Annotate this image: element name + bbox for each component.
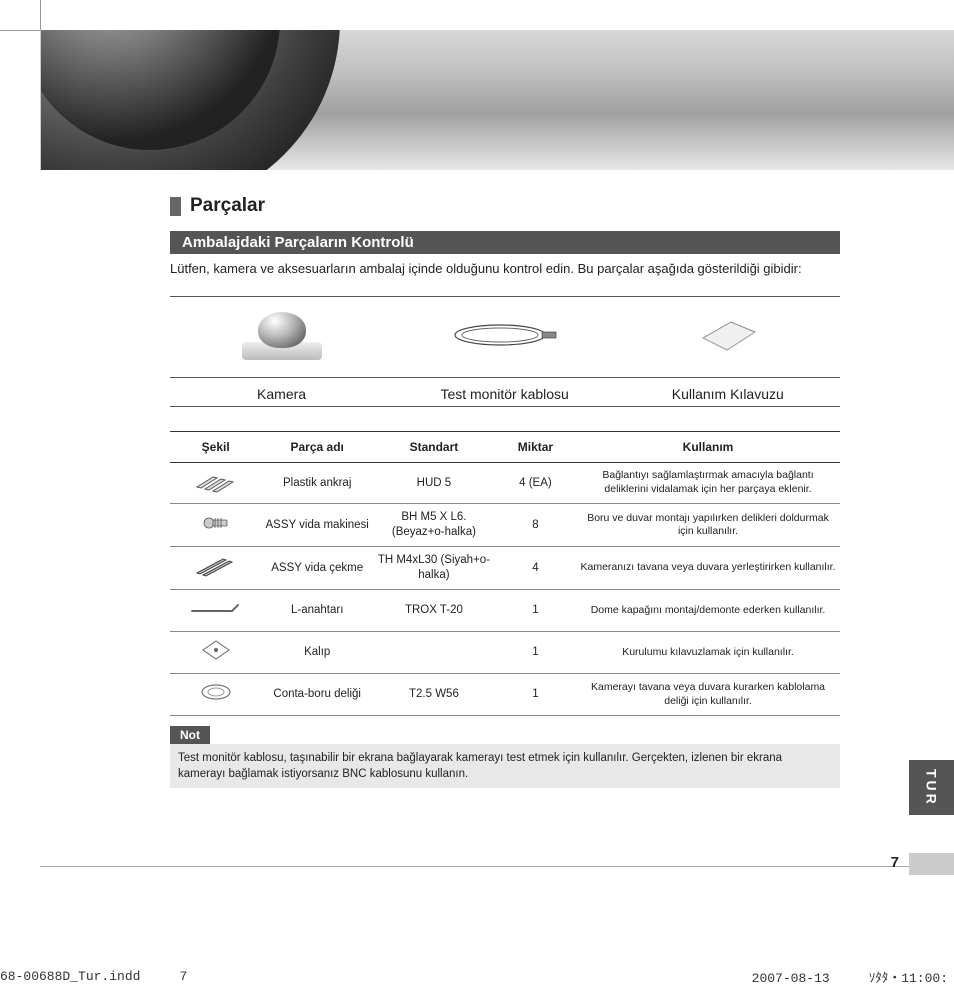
cell-name: L-anahtarı [261, 590, 373, 632]
package-item-camera [170, 300, 393, 370]
col-partname: Parça adı [261, 431, 373, 462]
section-title-text: Parçalar [190, 195, 265, 217]
package-item-manual [616, 300, 839, 370]
package-label-cable: Test monitör kablosu [393, 386, 616, 402]
footer-left: 68-00688D_Tur.indd 7 [0, 969, 187, 984]
footer-date: 2007-08-13 [752, 971, 830, 986]
page-divider-line [40, 866, 954, 867]
cell-std: T2.5 W56 [373, 674, 495, 716]
cell-qty: 8 [495, 504, 576, 547]
shape-icon [170, 504, 261, 547]
shape-icon [170, 590, 261, 632]
language-tab: TUR [909, 760, 954, 815]
footer-filename: 68-00688D_Tur.indd [0, 969, 140, 984]
package-item-cable [393, 300, 616, 370]
cell-qty: 4 [495, 547, 576, 590]
footer: 68-00688D_Tur.indd 7 2007-08-13 ｿﾀﾀ・11:0… [0, 966, 954, 986]
cell-usage: Bağlantıyı sağlamlaştırmak amacıyla bağl… [576, 462, 840, 504]
col-standard: Standart [373, 431, 495, 462]
intro-text: Lütfen, kamera ve aksesuarların ambalaj … [170, 260, 840, 278]
page-content: Parçalar Ambalajdaki Parçaların Kontrolü… [170, 195, 840, 788]
package-images-row [170, 296, 840, 378]
package-label-camera: Kamera [170, 386, 393, 402]
cell-name: ASSY vida çekme [261, 547, 373, 590]
table-row: L-anahtarı TROX T-20 1 Dome kapağını mon… [170, 590, 840, 632]
cell-std: BH M5 X L6. (Beyaz+o-halka) [373, 504, 495, 547]
cell-std: TH M4xL30 (Siyah+o-halka) [373, 547, 495, 590]
col-usage: Kullanım [576, 431, 840, 462]
note-box: Test monitör kablosu, taşınabilir bir ek… [170, 744, 840, 788]
table-row: Kalıp 1 Kurulumu kılavuzlamak için kulla… [170, 632, 840, 674]
page-number-bar [909, 853, 954, 875]
cell-name: Plastik ankraj [261, 462, 373, 504]
table-row: Plastik ankraj HUD 5 4 (EA) Bağlantıyı s… [170, 462, 840, 504]
table-header-row: Şekil Parça adı Standart Miktar Kullanım [170, 431, 840, 462]
cell-usage: Boru ve duvar montajı yapılırken delikle… [576, 504, 840, 547]
cell-usage: Kurulumu kılavuzlamak için kullanılır. [576, 632, 840, 674]
footer-time: ｿﾀﾀ・11:00: [869, 971, 948, 986]
package-label-manual: Kullanım Kılavuzu [616, 386, 839, 402]
note-label: Not [170, 726, 210, 744]
col-shape: Şekil [170, 431, 261, 462]
cell-std: HUD 5 [373, 462, 495, 504]
table-row: ASSY vida makinesi BH M5 X L6. (Beyaz+o-… [170, 504, 840, 547]
subheader-bar: Ambalajdaki Parçaların Kontrolü [170, 231, 840, 254]
cell-usage: Kamerayı tavana veya duvara kurarken kab… [576, 674, 840, 716]
cell-usage: Dome kapağını montaj/demonte ederken kul… [576, 590, 840, 632]
page-number: 7 [891, 854, 899, 871]
col-qty: Miktar [495, 431, 576, 462]
cell-qty: 1 [495, 590, 576, 632]
cell-name: Conta-boru deliği [261, 674, 373, 716]
footer-pagenum: 7 [179, 969, 187, 984]
table-row: ASSY vida çekme TH M4xL30 (Siyah+o-halka… [170, 547, 840, 590]
package-labels-row: Kamera Test monitör kablosu Kullanım Kıl… [170, 382, 840, 407]
cell-qty: 4 (EA) [495, 462, 576, 504]
cell-std: TROX T-20 [373, 590, 495, 632]
parts-table: Şekil Parça adı Standart Miktar Kullanım… [170, 431, 840, 717]
cell-std [373, 632, 495, 674]
shape-icon [170, 462, 261, 504]
cell-usage: Kameranızı tavana veya duvara yerleştiri… [576, 547, 840, 590]
cell-qty: 1 [495, 674, 576, 716]
cell-name: Kalıp [261, 632, 373, 674]
shape-icon [170, 547, 261, 590]
shape-icon [170, 632, 261, 674]
cell-name: ASSY vida makinesi [261, 504, 373, 547]
header-lens-photo [40, 30, 954, 170]
section-title: Parçalar [170, 195, 840, 217]
footer-right: 2007-08-13 ｿﾀﾀ・11:00: [752, 967, 948, 986]
table-row: Conta-boru deliği T2.5 W56 1 Kamerayı ta… [170, 674, 840, 716]
cell-qty: 1 [495, 632, 576, 674]
shape-icon [170, 674, 261, 716]
